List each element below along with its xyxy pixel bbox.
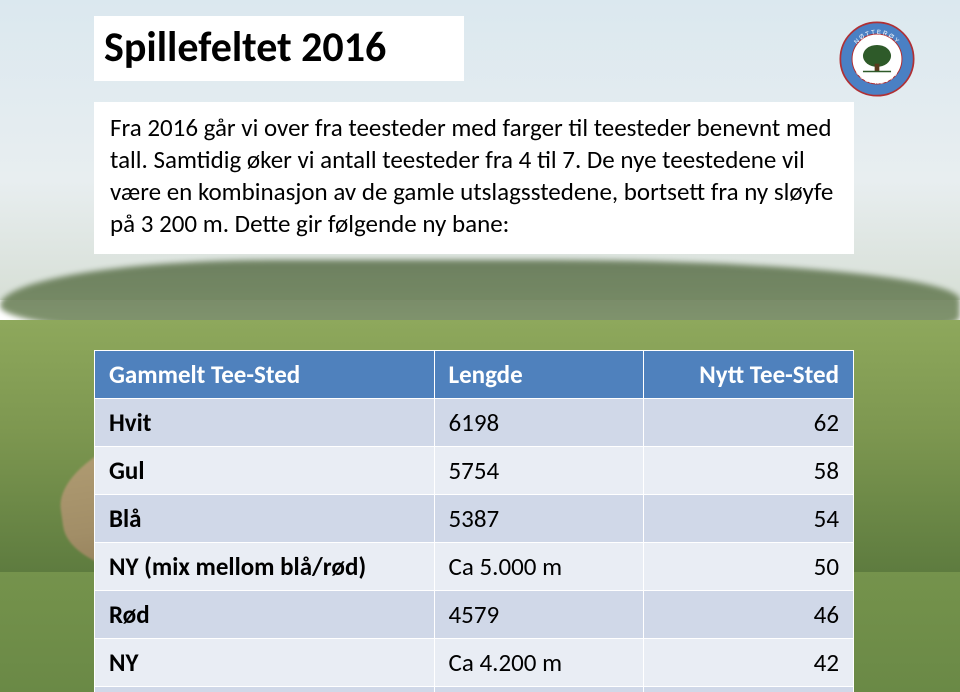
cell-old-tee: Hvit [95,399,435,447]
table-row: Gul575458 [95,447,854,495]
cell-new-tee: 62 [644,399,854,447]
col-header-length: Lengde [434,351,644,399]
cell-length: 4579 [434,591,644,639]
cell-new-tee: 32 [644,687,854,692]
cell-old-tee: NY [95,639,435,687]
table-row: Hvit619862 [95,399,854,447]
cell-new-tee: 46 [644,591,854,639]
club-logo: NØTTERØY GOLFKLUBB [838,20,916,98]
slide-title: Spillefeltet 2016 [104,22,454,73]
table-row: NYCa 4.200 m42 [95,639,854,687]
body-paragraph: Fra 2016 går vi over fra teesteder med f… [110,112,838,240]
tee-table: Gammelt Tee-Sted Lengde Nytt Tee-Sted Hv… [94,350,854,692]
cell-new-tee: 50 [644,543,854,591]
cell-old-tee: NY (mix mellom blå/rød) [95,543,435,591]
table-row: NY (mix mellom blå/rød)Ca 5.000 m50 [95,543,854,591]
cell-length: 6198 [434,399,644,447]
cell-length: 5754 [434,447,644,495]
cell-new-tee: 58 [644,447,854,495]
cell-new-tee: 42 [644,639,854,687]
cell-length: Ca 3.200 m [434,687,644,692]
cell-old-tee: Blå [95,495,435,543]
table-row: Blå538754 [95,495,854,543]
table-row: Rød457946 [95,591,854,639]
cell-old-tee: NY [95,687,435,692]
cell-new-tee: 54 [644,495,854,543]
cell-length: Ca 4.200 m [434,639,644,687]
cell-old-tee: Gul [95,447,435,495]
body-container: Fra 2016 går vi over fra teesteder med f… [94,102,854,254]
cell-length: 5387 [434,495,644,543]
cell-old-tee: Rød [95,591,435,639]
table-row: NYCa 3.200 m32 [95,687,854,692]
table-header-row: Gammelt Tee-Sted Lengde Nytt Tee-Sted [95,351,854,399]
cell-length: Ca 5.000 m [434,543,644,591]
col-header-old: Gammelt Tee-Sted [95,351,435,399]
title-container: Spillefeltet 2016 [94,16,464,81]
col-header-new: Nytt Tee-Sted [644,351,854,399]
